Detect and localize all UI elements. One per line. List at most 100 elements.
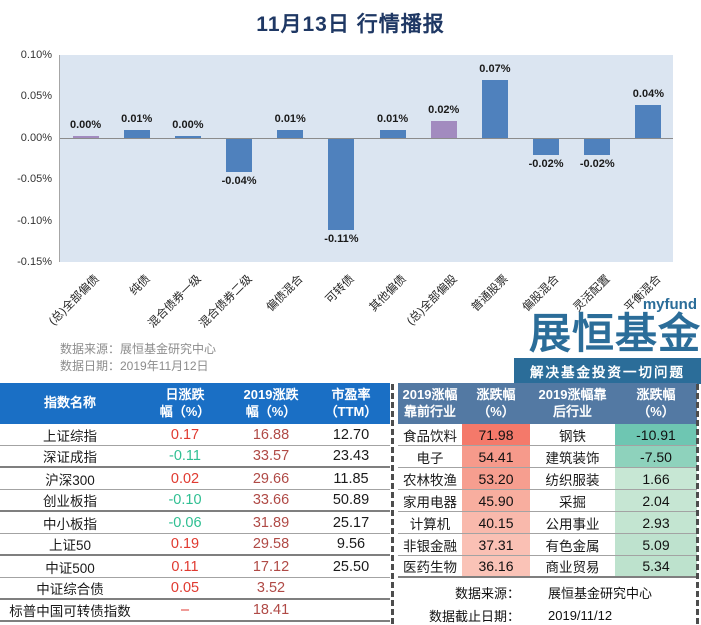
footer-date-value: 2019/11/12: [548, 608, 613, 623]
chart-bar: [72, 135, 99, 138]
index-table-cell: 50.89: [332, 492, 370, 508]
index-table-cell: 23.43: [332, 448, 370, 464]
company-logo: myfund 展恒基金 解决基金投资一切问题: [514, 296, 701, 384]
index-table-cell: 0.11: [171, 558, 199, 575]
sector-heat-cell: 45.90: [462, 490, 530, 511]
sector-name-cell: 计算机: [409, 516, 451, 532]
index-table-cell: 0.17: [170, 426, 200, 443]
sector-heat-cell: -7.50: [615, 446, 697, 467]
sector-heat-cell: 5.34: [615, 556, 697, 576]
index-table-cell: 29.66: [252, 470, 290, 487]
sector-name-cell: 电子: [416, 450, 444, 466]
index-table-cell: 9.56: [336, 536, 366, 552]
sector-name-cell: 农林牧渔: [403, 472, 457, 488]
chart-bar: [123, 129, 150, 138]
index-table-cell: -0.10: [168, 492, 202, 508]
zero-axis-line: [60, 137, 673, 139]
sector-table-row: 农林牧渔 53.20 纺织服装 1.66: [398, 468, 697, 490]
sector-table-header-cell: 涨跌幅 （%）: [476, 386, 516, 419]
index-table-row: 中小板指 -0.06 31.89 25.17: [0, 512, 390, 534]
index-table-header-cell: 日涨跌 幅（%）: [159, 386, 211, 419]
chart-value-label: 0.04%: [632, 87, 664, 100]
sector-heat-cell: 54.41: [462, 446, 530, 467]
sector-table-row: 非银金融 37.31 有色金属 5.09: [398, 534, 697, 556]
index-table-cell: 深证成指: [43, 450, 97, 465]
index-table-cell: 0.05: [170, 580, 200, 596]
sector-table-row: 家用电器 45.90 采掘 2.04: [398, 490, 697, 512]
chart-value-label: -0.02%: [579, 158, 615, 171]
chart-value-label: 0.01%: [376, 112, 409, 125]
index-table-cell: 0.19: [170, 536, 200, 552]
sector-name-cell: 纺织服装: [545, 472, 600, 488]
index-table-cell: 沪深300: [45, 472, 95, 488]
chart-bar: [226, 138, 253, 172]
sector-table-header-cell: 涨跌幅 （%）: [636, 386, 676, 419]
sector-table-row: 计算机 40.15 公用事业 2.93: [398, 512, 697, 534]
logo-brand-name: 展恒基金: [528, 310, 701, 357]
index-table-row: 上证50 0.19 29.58 9.56: [0, 534, 390, 556]
sector-heat-cell: 2.93: [615, 512, 697, 533]
sector-name-cell: 有色金属: [545, 538, 600, 554]
sector-table-header-cell: 2019涨幅靠 后行业: [538, 386, 607, 419]
sector-table-row: 食品饮料 71.98 钢铁 -10.91: [398, 424, 697, 446]
sector-table: 2019涨幅 靠前行业 涨跌幅 （%） 2019涨幅靠 后行业 涨跌幅 （%） 食品饮…: [398, 383, 697, 578]
sector-name-cell: 非银金融: [403, 538, 457, 554]
chart-bar: [635, 104, 662, 138]
index-table-cell: 16.88: [252, 426, 290, 443]
sector-table-row: 医药生物 36.16 商业贸易 5.34: [398, 556, 697, 578]
index-table-row: 中证综合债 0.05 3.52: [0, 578, 390, 600]
index-table-header-cell: 市盈率 （TTM）: [324, 386, 378, 419]
index-table-row: 创业板指 -0.10 33.66 50.89: [0, 490, 390, 512]
chart-value-label: 0.00%: [172, 118, 204, 131]
index-table-cell: –: [180, 602, 190, 618]
index-table-cell: 17.12: [252, 558, 290, 575]
chart-value-label: -0.11%: [324, 232, 359, 245]
chart-value-label: 0.07%: [479, 62, 511, 75]
index-table-row: 沪深300 0.02 29.66 11.85: [0, 468, 390, 490]
index-table-row: 深证成指 -0.11 33.57 23.43: [0, 446, 390, 468]
index-table-header-cell: 2019涨跌 幅（%）: [243, 386, 299, 419]
footer-source-label: 数据来源：: [454, 586, 520, 601]
sector-name-cell: 商业贸易: [545, 560, 600, 575]
y-tick-label: -0.15%: [17, 256, 52, 268]
chart-value-label: 0.00%: [69, 118, 102, 131]
index-table-cell: 上证50: [48, 538, 92, 553]
index-table-cell: 25.17: [332, 514, 370, 531]
sector-name-cell: 采掘: [559, 494, 586, 510]
sector-name-cell: 钢铁: [559, 428, 586, 444]
chart-value-label: 0.01%: [121, 112, 153, 125]
chart-bar: [277, 129, 304, 138]
table-divider-dashed-line: [391, 384, 394, 624]
right-edge-dashed-line: [696, 384, 699, 624]
chart-bar: [328, 138, 355, 230]
sector-name-cell: 家用电器: [403, 494, 457, 510]
index-table-cell: -0.06: [168, 514, 202, 531]
sector-heat-cell: -10.91: [615, 424, 697, 445]
sector-heat-cell: 36.16: [462, 556, 530, 576]
chart-plot-area: 0.00% 0.01% 0.00% -0.04% 0.01% -0.11% 0.01% 0.0…: [59, 55, 673, 262]
index-table-body: 上证综指 0.17 16.88 12.70 深证成指 -0.11 33.57 23.43 沪深3…: [0, 424, 390, 622]
index-table-cell: 中证500: [45, 560, 95, 576]
sector-heat-cell: 71.98: [462, 424, 530, 445]
chart-date-line: 数据日期：2019年11月12日: [60, 359, 209, 373]
chart-bar: [481, 79, 508, 138]
index-table-cell: 31.89: [252, 514, 290, 531]
chart-value-label: -0.02%: [528, 158, 564, 171]
y-tick-label: -0.05%: [17, 173, 52, 186]
footer-source-block: 数据来源： 展恒基金研究中心 数据截止日期： 2019/11/12: [398, 581, 697, 625]
index-table-header: 指数名称 日涨跌 幅（%） 2019涨跌 幅（%） 市盈率 （TTM）: [0, 383, 390, 424]
chart-value-label: 0.01%: [274, 112, 306, 125]
logo-slogan: 解决基金投资一切问题: [514, 358, 701, 384]
index-table-cell: 中证综合债: [36, 582, 104, 597]
index-table-cell: 18.41: [252, 602, 290, 618]
footer-source-value: 展恒基金研究中心: [548, 586, 653, 601]
chart-source-line: 数据来源：展恒基金研究中心: [60, 342, 217, 356]
index-table-header-cell: 指数名称: [43, 395, 96, 411]
sector-name-cell: 食品饮料: [403, 428, 457, 444]
index-table-row: 标普中国可转债指数 – 18.41: [0, 600, 390, 622]
chart-bar: [533, 138, 560, 156]
index-table-row: 中证500 0.11 17.12 25.50: [0, 556, 390, 578]
index-table-cell: -0.11: [169, 448, 201, 464]
sector-table-row: 电子 54.41 建筑装饰 -7.50: [398, 446, 697, 468]
